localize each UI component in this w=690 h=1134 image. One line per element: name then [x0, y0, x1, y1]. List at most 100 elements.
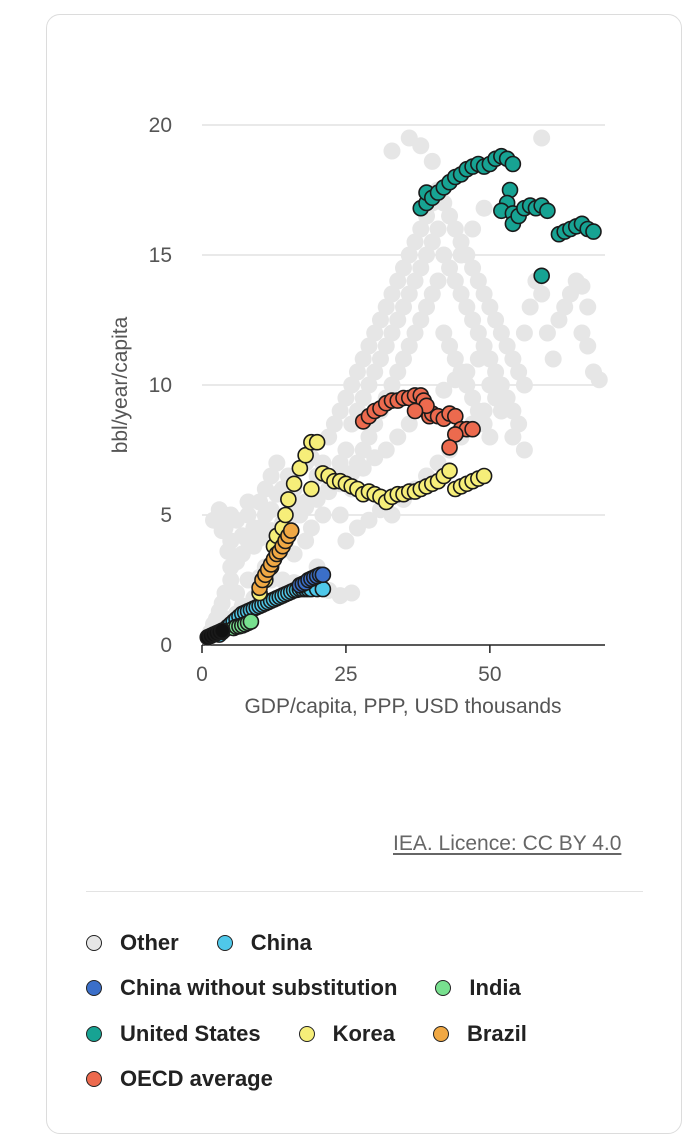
point-korea — [277, 506, 294, 524]
point-other — [383, 285, 401, 303]
point-oecd-average — [441, 439, 458, 456]
point-other — [354, 350, 372, 368]
legend-item-china[interactable]: China — [216, 930, 312, 956]
point-other — [475, 402, 493, 420]
legend-item-brazil[interactable]: Brazil — [432, 1021, 527, 1047]
point-other — [371, 311, 389, 329]
legend: Other China China without substitution Indi… — [86, 920, 666, 1102]
point-other — [389, 311, 407, 329]
point-other — [395, 350, 412, 368]
legend-swatch-icon — [216, 934, 233, 951]
point-other — [498, 337, 516, 355]
point-other — [487, 311, 505, 329]
point-other — [423, 152, 441, 170]
point-early-low-income — [213, 622, 231, 640]
point-other — [441, 207, 459, 225]
point-other — [395, 259, 412, 277]
point-other — [510, 415, 528, 433]
y-axis-ticks: 0 5 10 15 20 — [149, 114, 172, 657]
legend-item-united-states[interactable]: United States — [86, 1021, 261, 1047]
point-united-states — [539, 202, 556, 220]
point-other — [360, 428, 378, 446]
point-other — [441, 259, 459, 277]
legend-swatch-icon — [86, 980, 102, 997]
point-other — [533, 285, 551, 303]
point-other — [504, 428, 522, 446]
legend-item-india[interactable]: India — [435, 975, 521, 1001]
point-brazil — [282, 522, 300, 539]
point-other — [360, 511, 378, 529]
legend-swatch-icon — [298, 1025, 315, 1042]
point-other — [400, 415, 418, 433]
point-other — [446, 350, 464, 368]
point-other — [475, 199, 493, 217]
point-other — [360, 376, 378, 394]
point-other — [521, 298, 539, 316]
point-other — [400, 285, 418, 303]
point-other — [550, 311, 568, 329]
point-other — [354, 389, 372, 407]
point-other — [262, 467, 280, 485]
x-tick-label: 50 — [478, 663, 501, 686]
point-other — [464, 311, 482, 329]
point-other — [544, 350, 562, 368]
point-other — [458, 363, 476, 381]
point-other — [348, 363, 366, 381]
legend-swatch-icon — [432, 1025, 449, 1042]
point-other — [464, 389, 482, 407]
point-other — [360, 337, 378, 355]
point-oecd-average — [464, 420, 481, 438]
point-other — [228, 511, 246, 529]
point-other — [389, 428, 407, 446]
legend-label: Korea — [332, 1020, 395, 1046]
point-united-states — [533, 267, 550, 285]
point-korea — [475, 467, 493, 485]
legend-label: OECD average — [120, 1066, 273, 1092]
point-other — [469, 324, 487, 342]
point-other — [302, 519, 320, 537]
point-other — [452, 285, 470, 303]
point-other — [515, 324, 533, 342]
point-other — [383, 376, 401, 394]
legend-item-korea[interactable]: Korea — [298, 1020, 395, 1047]
point-other — [314, 506, 332, 524]
point-korea — [441, 462, 458, 480]
point-other — [377, 298, 395, 316]
x-tick-label: 25 — [334, 663, 357, 686]
point-other — [337, 441, 355, 459]
point-other — [251, 529, 269, 547]
point-other — [406, 324, 424, 342]
point-other — [418, 298, 436, 316]
point-other — [423, 233, 441, 251]
point-other — [573, 324, 591, 342]
point-other — [412, 259, 430, 277]
legend-swatch-icon — [86, 934, 102, 951]
point-other — [533, 129, 551, 147]
legend-item-oecd-average[interactable]: OECD average — [86, 1066, 273, 1092]
point-other — [337, 532, 355, 550]
point-other — [481, 428, 499, 446]
licence-link[interactable]: IEA. Licence: CC BY 4.0 — [393, 832, 622, 855]
legend-row: China without substitution India — [86, 966, 666, 1012]
point-other — [366, 324, 384, 342]
point-other — [504, 350, 522, 368]
point-korea — [303, 480, 320, 498]
point-other — [222, 571, 240, 589]
point-other — [371, 350, 389, 368]
point-china-without-substitution — [314, 566, 332, 584]
point-other — [481, 376, 499, 394]
point-other — [475, 285, 493, 303]
point-united-states — [504, 155, 522, 173]
point-other — [406, 233, 424, 251]
point-korea — [308, 433, 326, 451]
legend-item-other[interactable]: Other — [86, 930, 179, 956]
x-axis-label: GDP/capita, PPP, USD thousands — [244, 695, 561, 718]
legend-item-china-without-substitution[interactable]: China without substitution — [86, 975, 397, 1001]
point-other — [469, 350, 487, 368]
point-other — [464, 259, 482, 277]
point-other — [366, 363, 384, 381]
point-other — [538, 324, 556, 342]
point-oecd-average — [406, 402, 424, 420]
point-other — [337, 389, 355, 407]
legend-swatch-icon — [435, 980, 452, 997]
